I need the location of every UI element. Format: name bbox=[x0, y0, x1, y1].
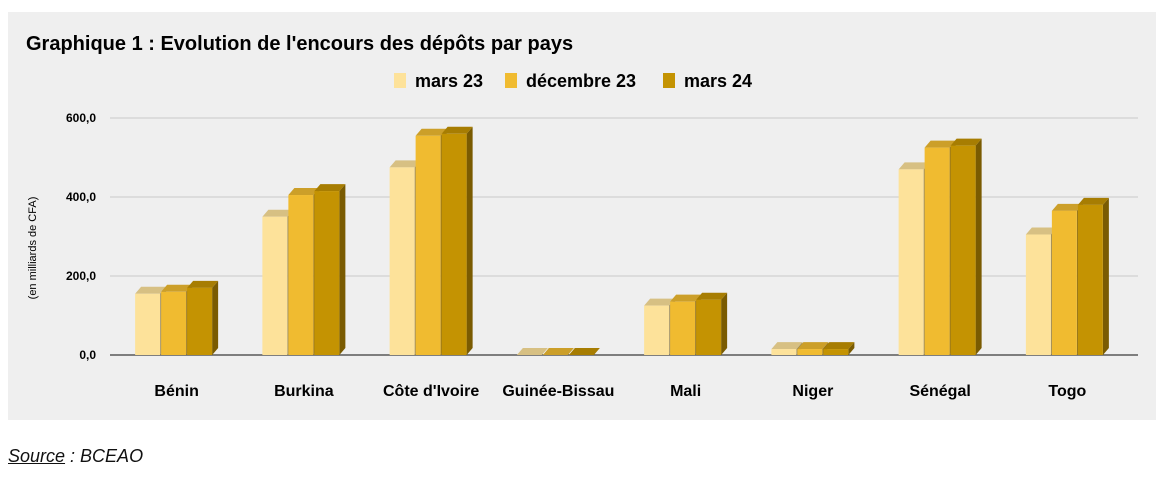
legend-label: décembre 23 bbox=[526, 71, 636, 91]
x-tick-label: Guinée-Bissau bbox=[502, 383, 614, 400]
x-tick-label: Mali bbox=[670, 383, 701, 400]
bar bbox=[262, 209, 294, 355]
y-tick-label: 400,0 bbox=[66, 190, 96, 204]
legend-swatch bbox=[394, 73, 406, 88]
x-tick-label: Togo bbox=[1048, 383, 1086, 400]
x-tick-label: Bénin bbox=[154, 383, 198, 400]
legend-swatch bbox=[663, 73, 675, 88]
bar bbox=[823, 342, 855, 355]
bar bbox=[314, 184, 346, 355]
legend-label: mars 23 bbox=[415, 71, 483, 91]
chart-title: Graphique 1 : Evolution de l'encours des… bbox=[26, 33, 573, 55]
bars bbox=[135, 126, 1109, 355]
legend-label: mars 24 bbox=[684, 71, 752, 91]
bar bbox=[542, 348, 574, 355]
legend: mars 23 décembre 23 mars 24 bbox=[394, 71, 752, 91]
x-tick-label: Côte d'Ivoire bbox=[383, 383, 479, 400]
x-tick-label: Burkina bbox=[274, 383, 334, 400]
bar-chart: Graphique 1 : Evolution de l'encours des… bbox=[26, 33, 1138, 400]
bar bbox=[950, 138, 982, 355]
bar bbox=[187, 280, 219, 355]
y-tick-label: 200,0 bbox=[66, 269, 96, 283]
x-tick-label: Niger bbox=[792, 383, 833, 400]
source-note: Source : BCEAO bbox=[8, 446, 143, 467]
y-tick-label: 600,0 bbox=[66, 111, 96, 125]
y-tick-label: 0,0 bbox=[79, 348, 96, 362]
bar bbox=[516, 348, 548, 355]
bar bbox=[1077, 197, 1109, 355]
chart-panel: Graphique 1 : Evolution de l'encours des… bbox=[8, 12, 1156, 420]
x-tick-label: Sénégal bbox=[909, 383, 970, 400]
bar bbox=[696, 292, 728, 355]
y-axis-ticks: 0,0 200,0 400,0 600,0 bbox=[66, 111, 96, 362]
bar bbox=[441, 126, 473, 355]
source-label: Source bbox=[8, 446, 66, 466]
bar bbox=[568, 348, 600, 355]
source-text: : BCEAO bbox=[65, 446, 144, 466]
x-axis-ticks: Bénin Burkina Côte d'Ivoire Guinée-Bissau Ma… bbox=[154, 383, 1086, 400]
y-axis-label: (en milliards de CFA) bbox=[27, 197, 39, 300]
legend-swatch bbox=[505, 73, 517, 88]
